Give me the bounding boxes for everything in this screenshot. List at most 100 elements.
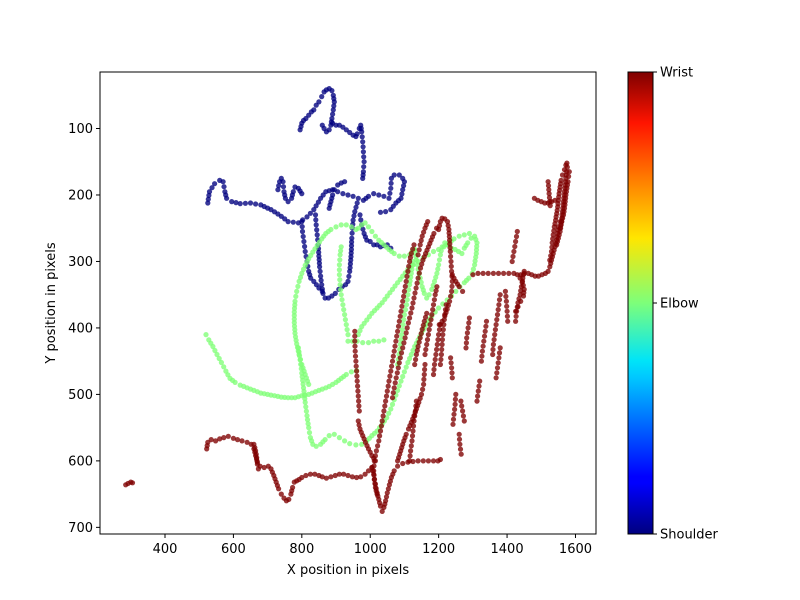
data-point: [304, 417, 311, 423]
data-point: [476, 383, 482, 389]
data-point: [435, 337, 441, 343]
data-point: [521, 270, 527, 276]
data-point: [429, 312, 435, 318]
data-point: [290, 484, 296, 491]
data-point: [345, 338, 351, 344]
data-point: [464, 335, 470, 341]
data-point: [285, 199, 291, 205]
data-point: [339, 297, 345, 303]
data-point: [399, 303, 405, 309]
data-point: [415, 343, 421, 350]
data-point: [358, 217, 364, 223]
data-point: [254, 461, 260, 467]
data-point: [418, 331, 424, 337]
data-point: [340, 191, 346, 197]
data-point: [394, 333, 400, 339]
data-point: [433, 351, 439, 358]
data-point: [295, 283, 301, 289]
data-point: [437, 252, 443, 258]
data-point: [410, 300, 416, 306]
data-point: [504, 308, 510, 314]
data-point: [434, 346, 440, 353]
data-point: [360, 340, 366, 346]
data-point: [303, 404, 309, 410]
data-point: [408, 351, 414, 358]
data-point: [317, 264, 323, 270]
data-point: [449, 375, 455, 381]
data-point: [393, 338, 399, 344]
data-point: [303, 408, 309, 414]
data-point: [457, 441, 463, 447]
data-point: [413, 285, 419, 291]
data-point: [494, 317, 500, 323]
data-points: [123, 86, 572, 514]
data-point: [333, 224, 339, 230]
data-point: [365, 468, 372, 474]
data-point: [464, 330, 470, 336]
data-point: [348, 369, 354, 375]
data-point: [216, 355, 222, 362]
data-point: [253, 201, 259, 207]
data-point: [297, 274, 304, 280]
data-point: [360, 144, 366, 150]
data-point: [342, 317, 348, 323]
data-point: [209, 185, 215, 191]
data-point: [416, 270, 422, 276]
data-point: [495, 360, 501, 366]
data-point: [411, 242, 417, 248]
data-point: [300, 233, 306, 240]
data-point: [475, 270, 481, 276]
data-point: [399, 191, 405, 197]
data-point: [430, 371, 437, 378]
data-point: [519, 279, 525, 285]
data-point: [437, 322, 443, 328]
data-point: [416, 247, 422, 253]
data-point: [360, 175, 366, 181]
data-point: [280, 179, 286, 185]
data-point: [438, 248, 444, 254]
data-point: [365, 193, 372, 199]
data-point: [348, 243, 355, 249]
colorbar-tick-label: Elbow: [660, 297, 699, 312]
data-point: [311, 107, 317, 113]
data-point: [548, 253, 554, 259]
data-point: [421, 381, 427, 387]
data-point: [242, 200, 248, 206]
data-point: [460, 408, 466, 414]
data-point: [472, 262, 478, 268]
data-point: [434, 284, 440, 290]
data-point: [410, 428, 416, 434]
data-point: [439, 244, 445, 250]
data-point: [415, 275, 421, 281]
data-point: [433, 288, 439, 294]
data-point: [456, 284, 462, 290]
data-point: [342, 179, 348, 185]
data-point: [338, 292, 344, 298]
data-point: [377, 209, 384, 215]
data-point: [388, 180, 394, 186]
data-point: [336, 262, 342, 268]
data-point: [402, 307, 409, 313]
data-point: [337, 282, 343, 288]
data-point: [336, 471, 342, 477]
data-point: [453, 391, 459, 397]
data-point: [291, 316, 297, 322]
data-point: [353, 363, 359, 369]
data-point: [280, 184, 287, 190]
data-point: [362, 471, 368, 477]
data-point: [479, 353, 485, 359]
data-point: [413, 356, 419, 363]
data-point: [313, 217, 319, 223]
data-point: [421, 318, 427, 324]
data-point: [431, 278, 438, 284]
data-point: [395, 458, 401, 464]
data-point: [275, 187, 281, 193]
data-point: [385, 383, 391, 389]
data-point: [388, 185, 394, 191]
x-tick-label: 1400: [491, 542, 524, 557]
data-point: [352, 209, 358, 215]
data-point: [354, 378, 360, 384]
data-point: [340, 302, 346, 308]
data-point: [421, 371, 427, 378]
data-point: [549, 244, 555, 250]
